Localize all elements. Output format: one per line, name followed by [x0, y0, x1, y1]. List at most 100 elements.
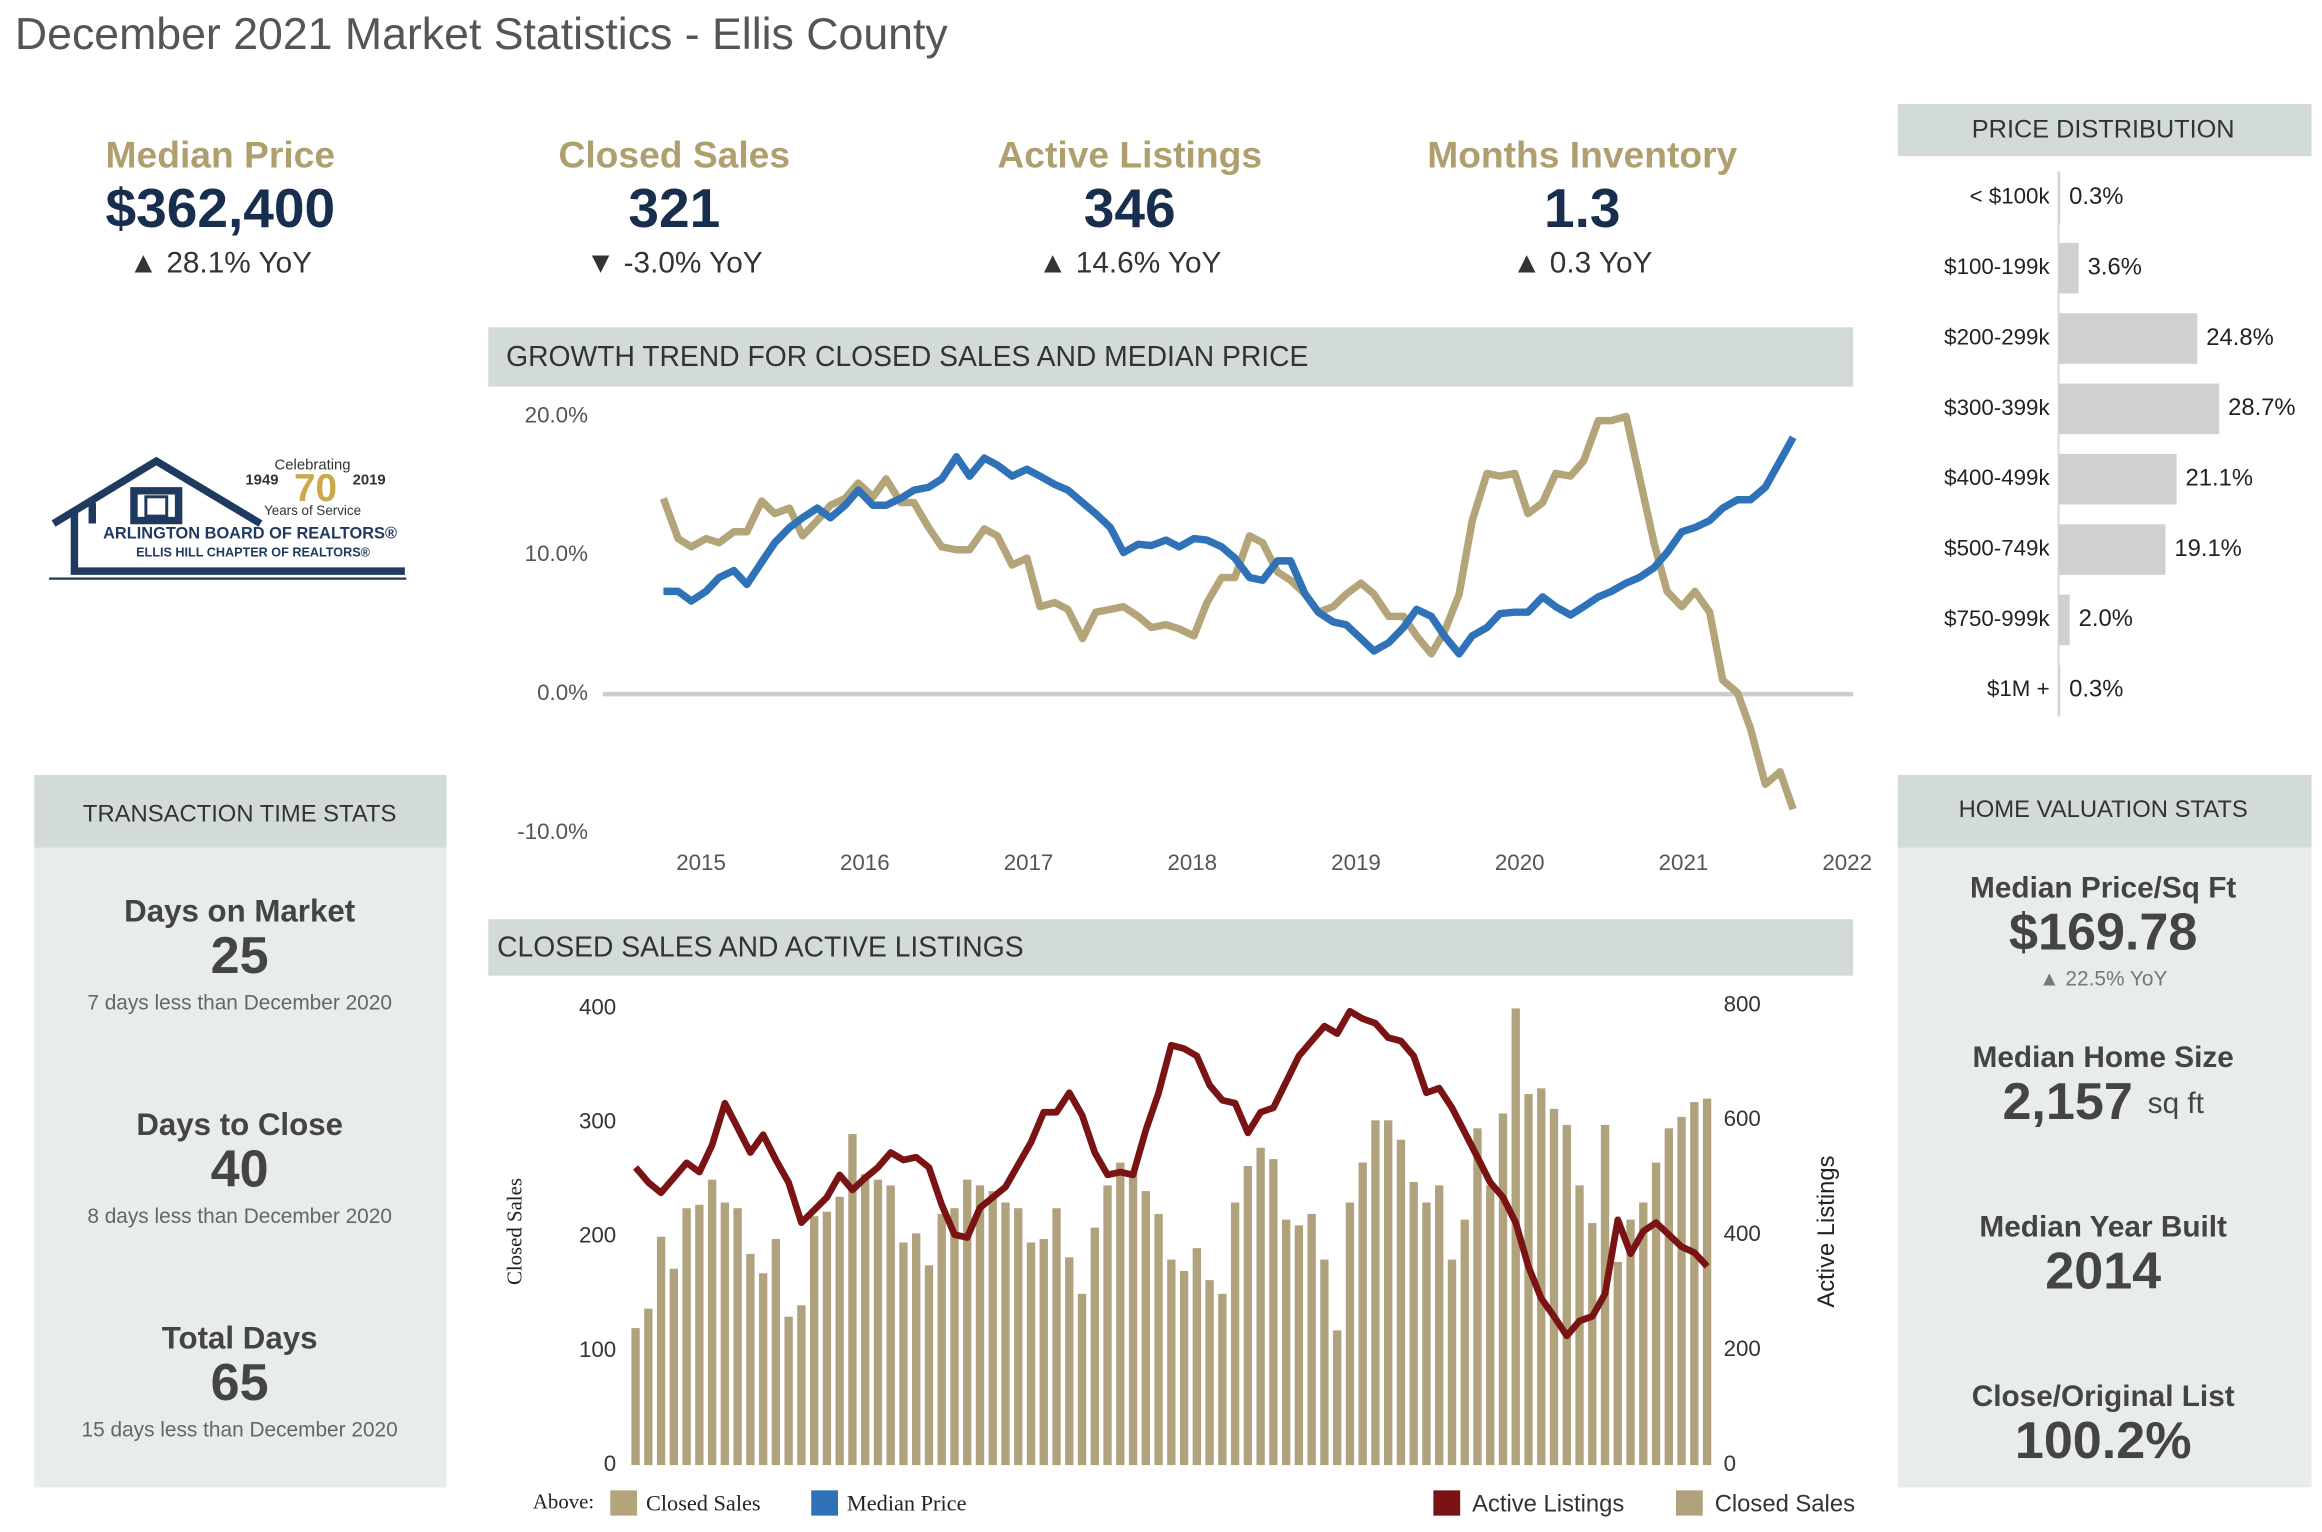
chart-title: CLOSED SALES AND ACTIVE LISTINGS: [497, 930, 1023, 962]
bar: [1320, 1259, 1329, 1466]
legend-swatch: [1676, 1490, 1703, 1516]
bar: [924, 1265, 934, 1466]
bar: [1447, 1259, 1457, 1466]
bar: [1256, 1147, 1265, 1466]
bar: [1702, 1098, 1712, 1466]
x-tick-label: 2015: [676, 850, 726, 875]
y2-tick-label: 800: [1724, 991, 1761, 1016]
bar: [848, 1134, 857, 1466]
bar: [1065, 1257, 1074, 1466]
bar: [1460, 1219, 1469, 1466]
chart-title: GROWTH TREND FOR CLOSED SALES AND MEDIAN…: [506, 340, 1308, 372]
bar: [2058, 524, 2166, 575]
kpi-label: Closed Sales: [558, 133, 790, 175]
y-tick-label: 20.0%: [525, 402, 588, 427]
bar: [1371, 1120, 1380, 1466]
bar: [2058, 172, 2061, 224]
bar: [669, 1268, 679, 1466]
logo: Celebrating 1949 70 2019 Years of Servic…: [49, 456, 407, 580]
line-series: [633, 1007, 1710, 1340]
stat-value: $169.78: [2009, 903, 2197, 961]
panel-body: [1897, 847, 2312, 1488]
kpi-value: 1.3: [1544, 177, 1621, 239]
bar: [809, 1216, 819, 1466]
bar: [1651, 1162, 1661, 1466]
bar: [1396, 1139, 1406, 1466]
panel-title: TRANSACTION TIME STATS: [83, 800, 396, 827]
bar: [1588, 1223, 1597, 1466]
legend-entry: Closed Sales: [646, 1490, 761, 1515]
bar: [1613, 1261, 1622, 1466]
kpi-label: Median Price: [106, 133, 336, 175]
bar: [937, 1213, 946, 1466]
bar: [1026, 1242, 1036, 1466]
bar: [975, 1185, 985, 1466]
bar: [873, 1179, 883, 1466]
bar: [950, 1208, 959, 1466]
stat-note: 7 days less than December 2020: [87, 991, 392, 1014]
value-label: 3.6%: [2088, 253, 2142, 280]
stat-note: ▲ 22.5% YoY: [2039, 968, 2167, 991]
value-label: 2.0%: [2079, 605, 2133, 632]
bar: [1052, 1208, 1061, 1466]
panel-header: [488, 919, 1854, 976]
stat-value-number: 2014: [2045, 1242, 2161, 1300]
bar: [1167, 1259, 1176, 1466]
y2-tick-label: 400: [1724, 1221, 1761, 1246]
kpi-value: 321: [628, 177, 720, 239]
bar: [1524, 1094, 1533, 1466]
y2-tick-label: 600: [1724, 1106, 1761, 1131]
bar: [2058, 594, 2070, 646]
bar: [2058, 242, 2079, 294]
kpi-change: ▲ 0.3 YoY: [1512, 247, 1653, 280]
bar: [1192, 1248, 1202, 1466]
bar: [1562, 1124, 1571, 1466]
bar: [1409, 1181, 1418, 1466]
bar: [912, 1233, 921, 1466]
stat-value: 25: [211, 927, 269, 985]
line-series: [663, 435, 1797, 658]
bar: [1001, 1202, 1010, 1466]
chart-title: PRICE DISTRIBUTION: [1972, 116, 2235, 144]
bar: [758, 1273, 768, 1466]
category-label: $750-999k: [1944, 606, 2050, 631]
x-tick-label: 2017: [1004, 850, 1054, 875]
value-label: 28.7%: [2228, 394, 2296, 421]
legend-swatch: [610, 1490, 638, 1516]
kpi-change: ▲ 28.1% YoY: [129, 247, 313, 280]
x-tick-label: 2016: [840, 850, 890, 875]
stat-value: 65: [211, 1354, 269, 1412]
y2-tick-label: 200: [1724, 1336, 1761, 1361]
stat-label: Days to Close: [136, 1107, 343, 1142]
category-label: $100-199k: [1944, 254, 2050, 279]
bar: [2058, 453, 2177, 505]
y2-tick-label: 0: [1724, 1451, 1736, 1476]
stat-unit: sq ft: [2148, 1087, 2205, 1120]
bar: [1077, 1293, 1087, 1466]
stat-note: 8 days less than December 2020: [87, 1205, 392, 1228]
bar: [1039, 1239, 1048, 1466]
bar: [631, 1328, 640, 1466]
y-tick-label: 300: [579, 1108, 616, 1133]
value-label: 0.3%: [2069, 183, 2123, 210]
bar: [1090, 1227, 1099, 1466]
bar: [2058, 313, 2198, 364]
bar: [1511, 1008, 1520, 1466]
bar: [1639, 1202, 1648, 1466]
panel-header: [34, 774, 447, 848]
panel-header: [1897, 774, 2312, 848]
bar: [1230, 1202, 1240, 1466]
bar: [1116, 1162, 1125, 1466]
bar: [2058, 383, 2220, 435]
logo-text: Celebrating: [275, 457, 351, 473]
legend-swatch: [1433, 1490, 1461, 1516]
stat-value-number: 2,157: [2002, 1073, 2132, 1131]
panel-header: [1897, 104, 2312, 157]
stat-value: 40: [211, 1141, 269, 1199]
stat-label: Total Days: [162, 1320, 318, 1355]
bar: [899, 1242, 908, 1466]
legend-label: Above:: [533, 1490, 594, 1514]
line-series: [659, 412, 1797, 811]
